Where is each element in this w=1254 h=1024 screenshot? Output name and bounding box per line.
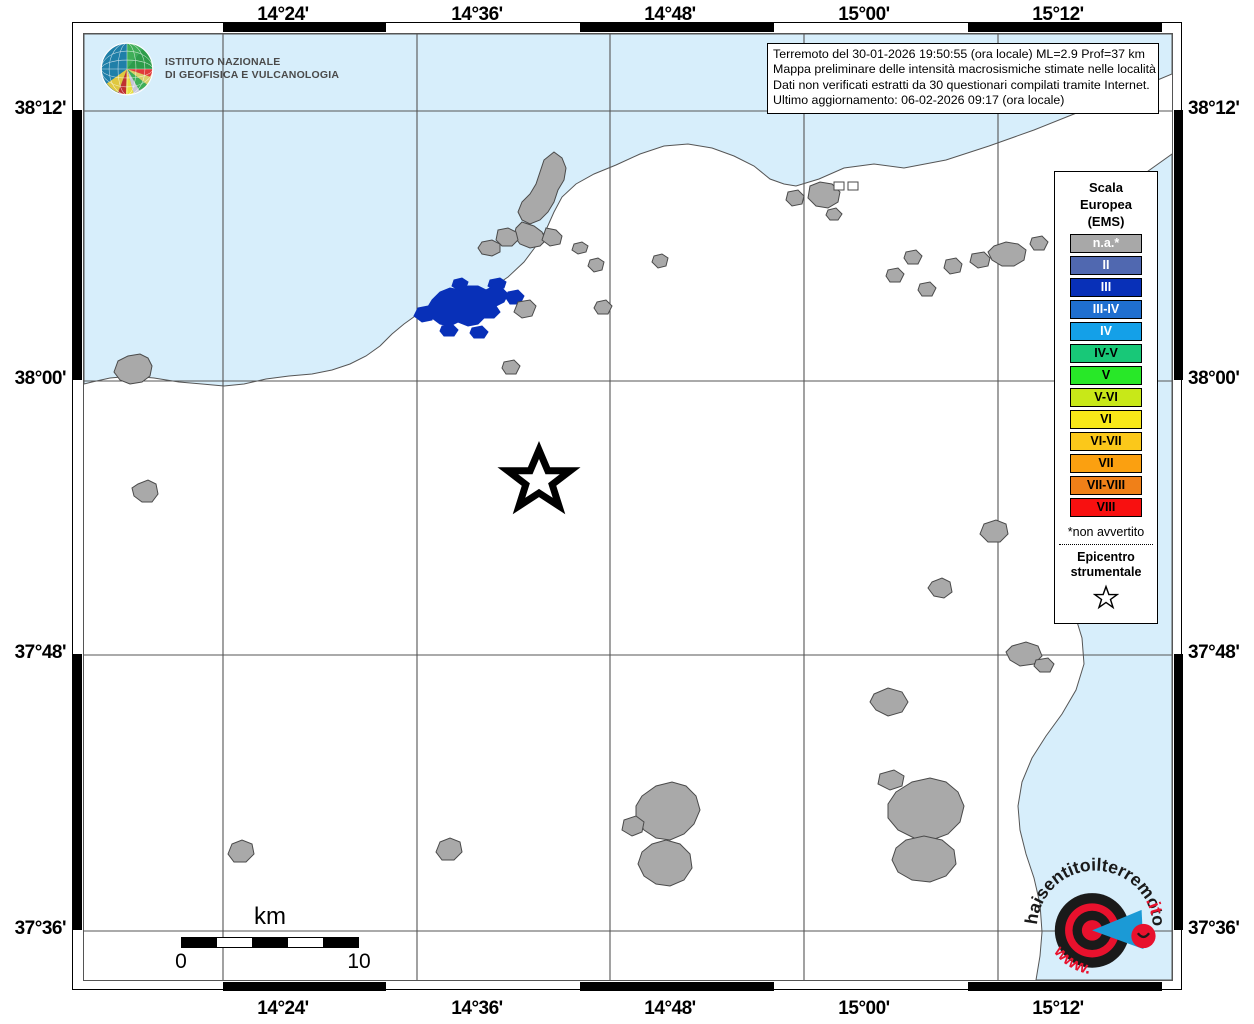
legend-swatch-iii-iv: III-IV	[1070, 300, 1142, 319]
lon-label-14-48-bottom: 14°48'	[644, 998, 696, 1019]
lon-label-15-12-top: 15°12'	[1032, 4, 1084, 25]
ingv-line-2: DI GEOFISICA E VULCANOLOGIA	[165, 69, 340, 81]
legend-epi-line-1: Epicentro	[1077, 550, 1135, 564]
intensity-cluster-iii	[413, 277, 525, 339]
frame-band-bottom-1	[223, 982, 386, 991]
legend-title-line-1: Scala	[1089, 180, 1123, 195]
frame-band-bottom-3	[968, 982, 1162, 991]
lon-label-15-00-top: 15°00'	[838, 4, 890, 25]
map-canvas[interactable]	[83, 33, 1173, 981]
lat-label-37-48-right: 37°48'	[1188, 642, 1240, 663]
legend-swatch-ii: II	[1070, 256, 1142, 275]
scale-label-end: 10	[347, 950, 371, 973]
lon-label-14-48-top: 14°48'	[644, 4, 696, 25]
frame-band-left-1	[73, 110, 82, 380]
lon-label-14-36-top: 14°36'	[451, 4, 503, 25]
info-line-data: Dati non verificati estratti da 30 quest…	[773, 77, 1150, 92]
legend-title-line-2: Europea	[1079, 197, 1132, 212]
legend-epi-line-2: strumentale	[1070, 565, 1142, 579]
lon-label-15-12-bottom: 15°12'	[1032, 998, 1084, 1019]
ingv-globe-icon	[100, 42, 154, 96]
legend-swatch-list: n.a.* II III III-IV IV IV-V V V-VI VI VI-VII VII VI…	[1055, 234, 1157, 517]
legend-swatch-iv: IV	[1070, 322, 1142, 341]
map-geometry	[84, 34, 1172, 980]
frame-band-top-2	[580, 23, 774, 32]
ingv-logo: ISTITUTO NAZIONALE DI GEOFISICA E VULCAN…	[99, 41, 339, 97]
scale-bar: km 0 10	[171, 903, 381, 976]
lat-label-38-00-left: 38°00'	[14, 368, 67, 389]
town-adjacent-cluster	[513, 299, 537, 319]
map-frame[interactable]: ISTITUTO NAZIONALE DI GEOFISICA E VULCAN…	[72, 22, 1183, 991]
legend-swatch-iv-v: IV-V	[1070, 344, 1142, 363]
legend-swatch-n-a-: n.a.*	[1070, 234, 1142, 253]
lon-label-14-24-bottom: 14°24'	[257, 998, 309, 1019]
legend-divider	[1059, 544, 1153, 545]
lat-label-37-36-right: 37°36'	[1188, 918, 1240, 939]
legend-swatch-vii: VII	[1070, 454, 1142, 473]
event-info-box: Terremoto del 30-01-2026 19:50:55 (ora l…	[767, 43, 1159, 114]
frame-band-top-3	[968, 23, 1162, 32]
legend-swatch-iii: III	[1070, 278, 1142, 297]
frame-band-right-1	[1174, 110, 1183, 380]
ems-legend: Scala Europea (EMS) n.a.* II III III-IV IV IV…	[1054, 171, 1158, 624]
graticule	[84, 34, 1172, 980]
legend-footnote: *non avvertito	[1067, 525, 1145, 539]
frame-band-top-1	[223, 23, 386, 32]
legend-swatch-viii: VIII	[1070, 498, 1142, 517]
municipality-polygons	[113, 151, 1055, 887]
legend-swatch-vii-viii: VII-VIII	[1070, 476, 1142, 495]
legend-swatch-vi-vii: VI-VII	[1070, 432, 1142, 451]
info-line-event: Terremoto del 30-01-2026 19:50:55 (ora l…	[773, 47, 1145, 61]
epicenter-star	[497, 441, 581, 515]
lat-label-38-00-right: 38°00'	[1188, 368, 1240, 389]
lon-label-15-00-bottom: 15°00'	[838, 998, 890, 1019]
scale-bar-unit: km	[254, 903, 286, 930]
ingv-line-1: ISTITUTO NAZIONALE	[165, 56, 281, 68]
legend-epicenter-star-icon	[1055, 582, 1157, 615]
legend-title: Scala Europea (EMS)	[1055, 178, 1157, 234]
frame-band-left-2	[73, 654, 82, 930]
lat-label-38-12-left: 38°12'	[14, 98, 67, 119]
scale-bar-segments	[181, 937, 359, 948]
info-line-updated: Ultimo aggiornamento: 06-02-2026 09:17 (…	[773, 93, 1065, 108]
watermark-logo-icon: haisentitoilterremoto .it www.	[1021, 855, 1169, 978]
lat-label-37-48-left: 37°48'	[14, 642, 67, 663]
ingv-logo-text: ISTITUTO NAZIONALE DI GEOFISICA E VULCAN…	[165, 56, 339, 82]
frame-band-bottom-2	[580, 982, 774, 991]
lat-label-37-36-left: 37°36'	[14, 918, 67, 939]
frame-band-right-2	[1174, 654, 1183, 930]
lon-label-14-36-bottom: 14°36'	[451, 998, 503, 1019]
legend-title-line-3: (EMS)	[1087, 214, 1125, 229]
legend-epicenter-title: Epicentro strumentale	[1055, 545, 1157, 582]
legend-swatch-v-vi: V-VI	[1070, 388, 1142, 407]
lat-label-38-12-right: 38°12'	[1188, 98, 1240, 119]
legend-swatch-v: V	[1070, 366, 1142, 385]
legend-swatch-vi: VI	[1070, 410, 1142, 429]
info-line-map: Mappa preliminare delle intensità macros…	[773, 62, 1156, 77]
haisentitoilterremoto-watermark[interactable]: haisentitoilterremoto .it www.	[1020, 852, 1169, 992]
lon-label-14-24-top: 14°24'	[257, 4, 309, 25]
scale-bar-labels: 0 10	[171, 950, 381, 976]
scale-label-start: 0	[175, 950, 187, 973]
